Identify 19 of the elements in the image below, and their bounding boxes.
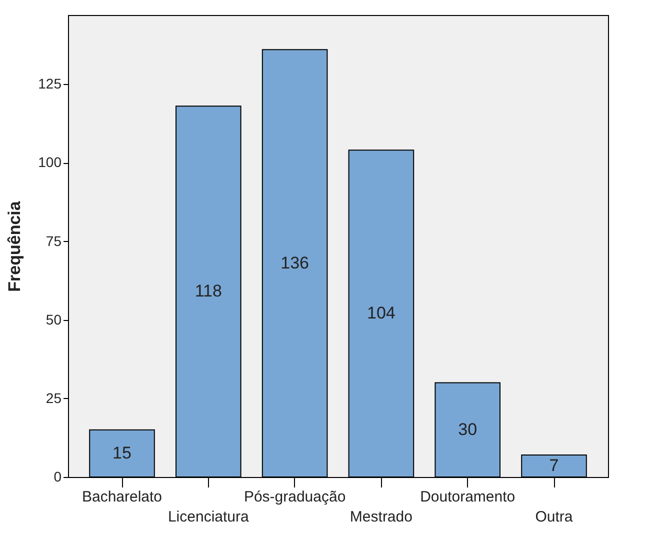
y-axis-title: Frequência — [5, 200, 24, 292]
data-label: 30 — [458, 420, 478, 439]
x-tick-label: Doutoramento — [420, 488, 516, 506]
data-label: 136 — [280, 253, 309, 272]
x-tick-label: Bacharelato — [82, 488, 162, 506]
x-tick-label: Mestrado — [350, 508, 412, 526]
x-tick-label: Pós-graduação — [244, 488, 346, 506]
y-tick-label: 75 — [46, 232, 62, 249]
y-tick-label: 25 — [46, 390, 62, 406]
x-tick-label: Licenciatura — [168, 508, 250, 526]
y-tick-label: 125 — [38, 76, 62, 92]
y-tick-label: 50 — [46, 311, 62, 328]
data-label: 104 — [367, 304, 396, 323]
y-tick-label: 100 — [38, 154, 62, 170]
y-tick-label: 0 — [54, 468, 62, 484]
data-label: 15 — [112, 443, 132, 462]
data-label: 7 — [549, 456, 559, 475]
data-label: 118 — [194, 282, 222, 301]
x-tick-label: Outra — [535, 508, 574, 526]
